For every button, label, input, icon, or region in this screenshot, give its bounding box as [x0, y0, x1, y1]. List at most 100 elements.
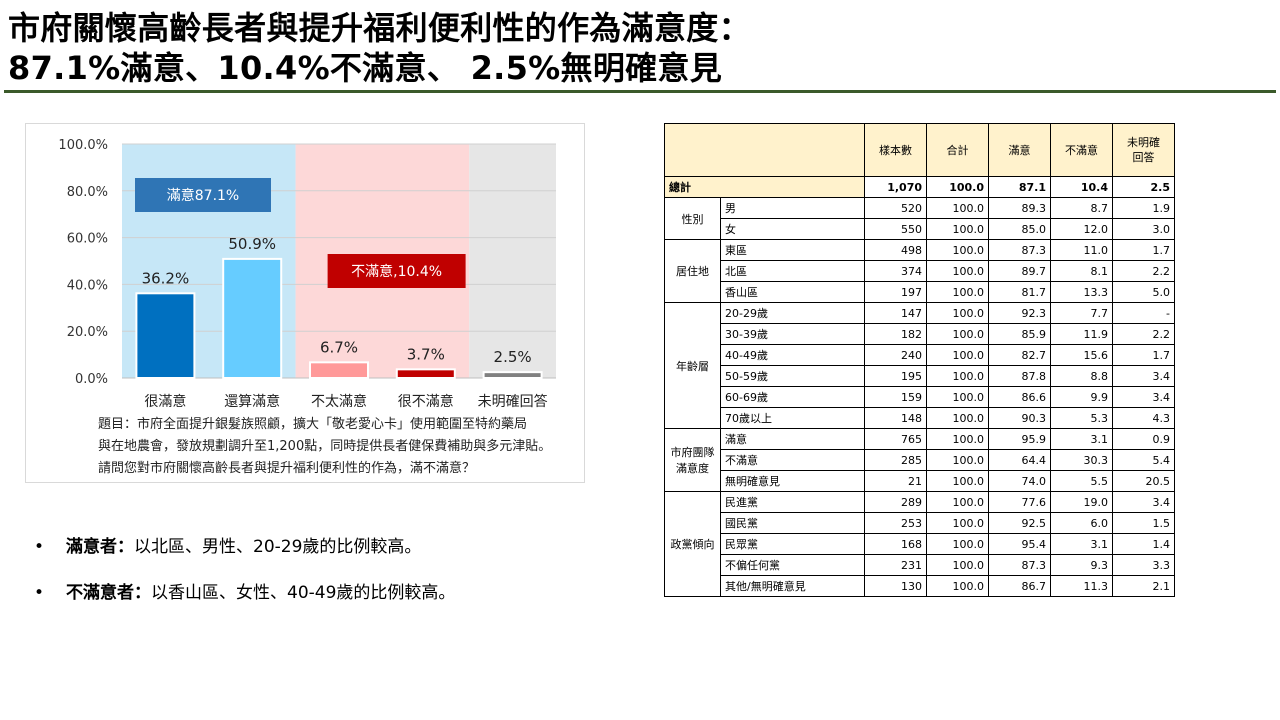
table-row: 無明確意見 21 100.0 74.0 5.5 20.5 [665, 470, 1175, 492]
table-cell: 100.0 [926, 365, 989, 387]
row-label: 民眾黨 [720, 533, 865, 555]
table-cell: 9.9 [1050, 386, 1113, 408]
x-tick-label: 很不滿意 [398, 393, 454, 410]
table-row: 國民黨 253 100.0 92.5 6.0 1.5 [665, 512, 1175, 534]
row-label: 東區 [720, 239, 865, 261]
note-line: 請問您對市府關懷高齡長者與提升福利便利性的作為，滿不滿意？ [98, 461, 476, 476]
table-cell: 6.0 [1050, 512, 1113, 534]
table-cell: 100.0 [926, 239, 989, 261]
summary-text: 以北區、男性、20-29歲的比例較高。 [134, 537, 422, 557]
table-cell: 3.3 [1112, 554, 1175, 576]
table-cell: 87.3 [988, 554, 1051, 576]
data-label: 50.9% [228, 235, 276, 253]
chart-panel: 0.0% 20.0% 40.0% 60.0% 80.0% 100.0% 36.2% 很滿意 50… [25, 123, 585, 483]
row-label: 滿意 [720, 428, 865, 450]
table-cell: 11.3 [1050, 575, 1113, 597]
table-cell: 195 [864, 365, 927, 387]
row-label: 北區 [720, 260, 865, 282]
bar-未明確回答 [482, 371, 543, 379]
summary-list: • 滿意者：以北區、男性、20-29歲的比例較高。 • 不滿意者：以香山區、女性… [34, 535, 634, 627]
table-cell: 1.9 [1112, 197, 1175, 219]
bullet-icon: • [34, 537, 45, 557]
table-cell: 92.3 [988, 302, 1051, 324]
summary-item-satisfied: • 滿意者：以北區、男性、20-29歲的比例較高。 [34, 535, 634, 559]
table-cell: 765 [864, 428, 927, 450]
bar-不太滿意 [309, 361, 369, 380]
table-cell: 89.7 [988, 260, 1051, 282]
table-cell: 3.4 [1112, 386, 1175, 408]
table-cell: 100.0 [926, 176, 989, 198]
bar-還算滿意 [222, 257, 283, 379]
table-cell: 100.0 [926, 428, 989, 450]
table-cell: 86.7 [988, 575, 1051, 597]
table-cell: 100.0 [926, 218, 989, 240]
group-label: 性別 [664, 197, 721, 240]
table-cell: 147 [864, 302, 927, 324]
row-label: 50-59歲 [720, 365, 865, 387]
table-cell: 2.5 [1112, 176, 1175, 198]
table-cell: 240 [864, 344, 927, 366]
no-answer-band [469, 144, 556, 378]
data-label: 3.7% [407, 345, 445, 363]
satisfied-group-label: 滿意87.1% [167, 187, 239, 204]
table-cell: 2.2 [1112, 260, 1175, 282]
table-cell: 1.7 [1112, 239, 1175, 261]
table-cell: 100.0 [926, 512, 989, 534]
question-note: 題目：市府全面提升銀髮族照顧，擴大「敬老愛心卡」使用範圍至特約藥局 與在地農會，… [98, 414, 578, 480]
table-cell: 374 [864, 260, 927, 282]
column-header: 滿意 [988, 123, 1051, 177]
table-row: 民眾黨 168 100.0 95.4 3.1 1.4 [665, 533, 1175, 555]
table-cell: 100.0 [926, 407, 989, 429]
table-cell: 100.0 [926, 554, 989, 576]
table-row: 政黨傾向 民進黨 289 100.0 77.6 19.0 3.4 [664, 491, 1175, 597]
table-cell: 90.3 [988, 407, 1051, 429]
row-label: 不滿意 [720, 449, 865, 471]
table-cell: 85.0 [988, 218, 1051, 240]
table-cell: 289 [864, 491, 927, 513]
dissatisfied-group-box [327, 254, 466, 288]
y-tick-label: 80.0% [67, 185, 108, 200]
title-line-1: 市府關懷高齡長者與提升福利便利性的作為滿意度： [8, 9, 751, 47]
table-row: 70歲以上 148 100.0 90.3 5.3 4.3 [665, 407, 1175, 429]
table-cell: 7.7 [1050, 302, 1113, 324]
bullet-icon: • [34, 583, 45, 603]
table-row: 不偏任何黨 231 100.0 87.3 9.3 3.3 [665, 554, 1175, 576]
table-cell: 89.3 [988, 197, 1051, 219]
table-row: 北區 374 100.0 89.7 8.1 2.2 [665, 260, 1175, 282]
y-tick-label: 0.0% [75, 372, 108, 387]
table-cell: 3.4 [1112, 491, 1175, 513]
table-cell: 85.9 [988, 323, 1051, 345]
table-cell: 182 [864, 323, 927, 345]
table-row: 40-49歲 240 100.0 82.7 15.6 1.7 [665, 344, 1175, 366]
table-cell: 77.6 [988, 491, 1051, 513]
table-cell: 12.0 [1050, 218, 1113, 240]
satisfied-group-box [135, 178, 271, 212]
table-cell: 520 [864, 197, 927, 219]
bar-很滿意 [135, 292, 196, 380]
row-label: 60-69歲 [720, 386, 865, 408]
table-cell: 168 [864, 533, 927, 555]
y-tick-label: 40.0% [67, 278, 108, 293]
table-cell: - [1112, 302, 1175, 324]
table-cell: 550 [864, 218, 927, 240]
table-row: 其他/無明確意見 130 100.0 86.7 11.3 2.1 [665, 575, 1175, 597]
row-label: 不偏任何黨 [720, 554, 865, 576]
table-row: 香山區 197 100.0 81.7 13.3 5.0 [665, 281, 1175, 303]
table-cell: 82.7 [988, 344, 1051, 366]
table-cell: 285 [864, 449, 927, 471]
table-cell: 100.0 [926, 386, 989, 408]
x-tick-label: 還算滿意 [224, 393, 280, 410]
table-cell: 498 [864, 239, 927, 261]
y-tick-label: 100.0% [58, 138, 108, 153]
summary-label: 不滿意者： [66, 583, 151, 603]
column-header: 合計 [926, 123, 989, 177]
table-cell: 81.7 [988, 281, 1051, 303]
y-tick-label: 60.0% [67, 232, 108, 247]
table-cell: 100.0 [926, 449, 989, 471]
group-label: 年齡層 [664, 302, 721, 429]
table-cell: 3.0 [1112, 218, 1175, 240]
table-cell: 197 [864, 281, 927, 303]
table-row: 不滿意 285 100.0 64.4 30.3 5.4 [665, 449, 1175, 471]
table-cell: 11.0 [1050, 239, 1113, 261]
table-cell: 100.0 [926, 260, 989, 282]
